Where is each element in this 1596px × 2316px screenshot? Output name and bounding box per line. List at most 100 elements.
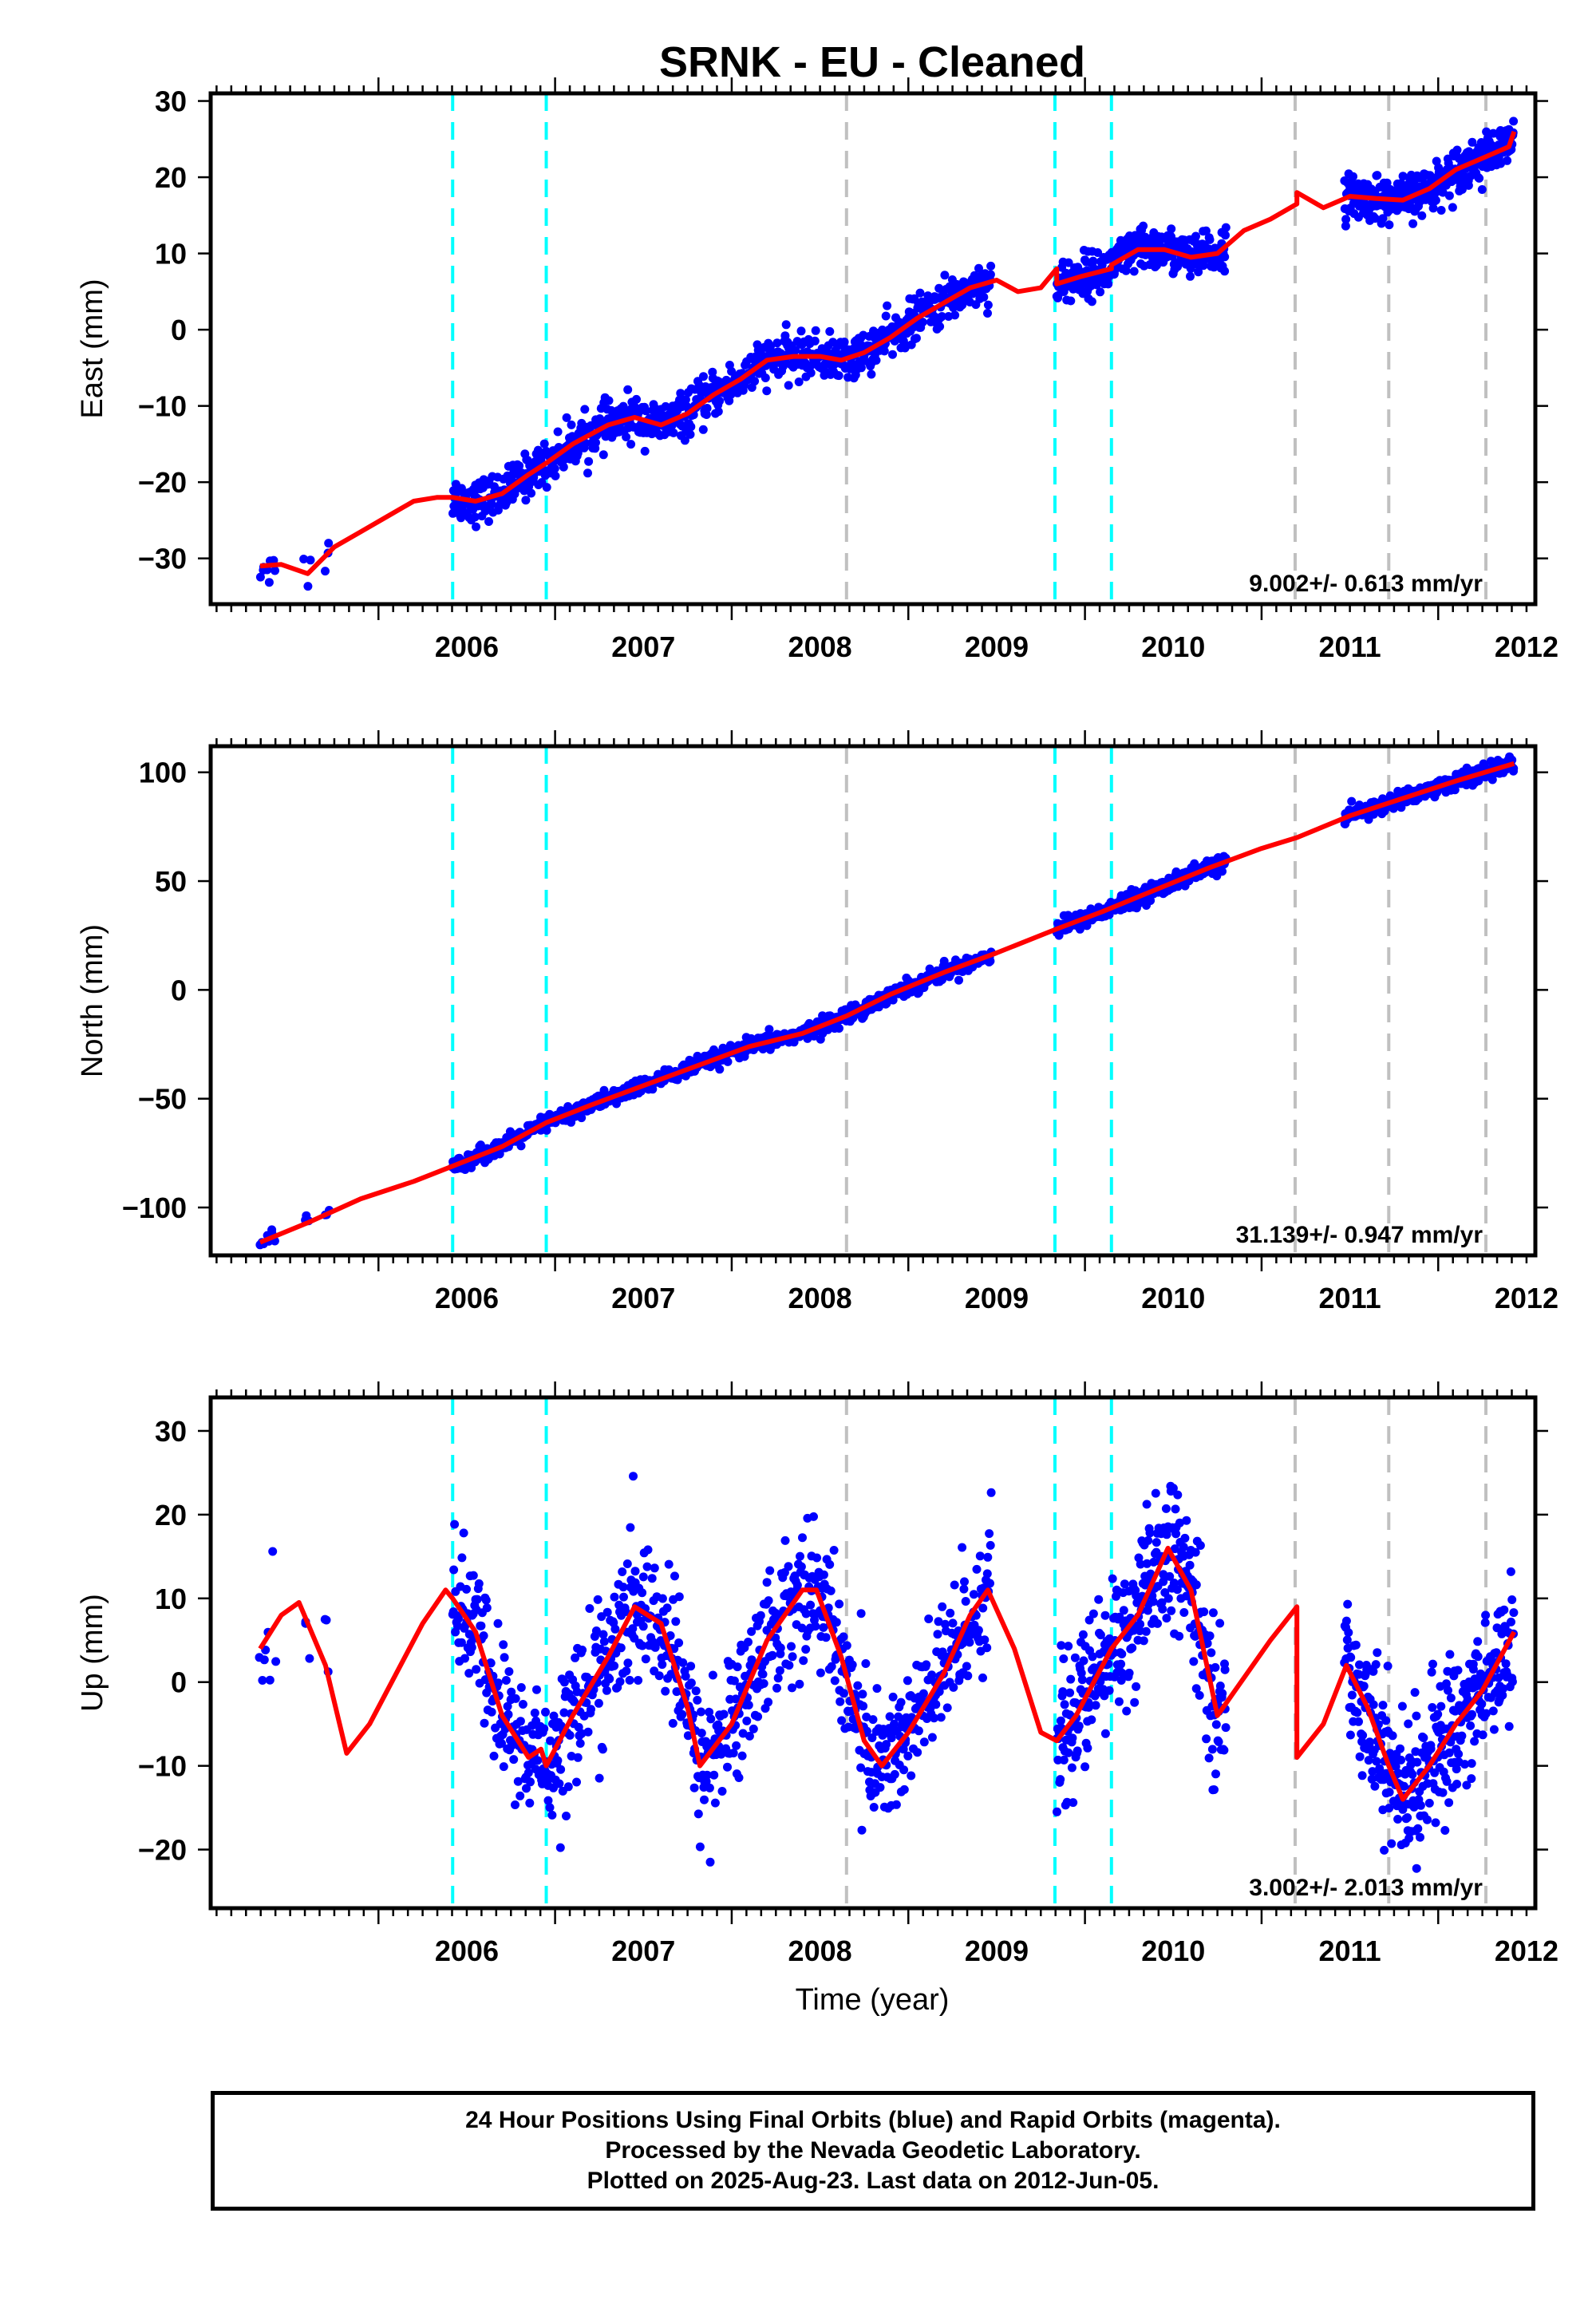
data-point <box>1365 1737 1374 1747</box>
data-point <box>658 1660 667 1670</box>
data-point <box>950 310 960 320</box>
data-point <box>598 450 608 460</box>
data-point <box>950 1580 959 1590</box>
data-point <box>467 1642 476 1652</box>
data-point <box>1130 1697 1140 1707</box>
data-point <box>891 1800 901 1809</box>
data-point <box>980 1635 990 1645</box>
data-point <box>839 338 849 346</box>
data-point <box>1507 755 1517 765</box>
data-point <box>678 1709 687 1719</box>
data-point <box>546 1736 555 1745</box>
data-point <box>1146 1569 1156 1579</box>
data-point <box>578 1646 587 1654</box>
x-tick-label: 2006 <box>435 630 499 663</box>
data-point <box>1341 1616 1351 1626</box>
data-point <box>322 1615 331 1625</box>
data-point <box>918 1689 928 1698</box>
data-point <box>879 346 889 356</box>
data-point <box>591 438 600 448</box>
data-point <box>832 1618 841 1627</box>
data-point <box>1355 1752 1365 1761</box>
x-tick-label: 2006 <box>435 1282 499 1314</box>
data-point <box>773 1674 783 1683</box>
data-point <box>1353 1708 1362 1717</box>
data-point <box>1141 1626 1151 1636</box>
data-point <box>470 512 480 522</box>
data-point <box>575 1739 585 1748</box>
data-point <box>861 1659 871 1668</box>
data-point <box>919 1737 929 1747</box>
data-point <box>570 1697 579 1706</box>
data-point <box>449 1565 459 1575</box>
data-point <box>784 1661 794 1670</box>
data-point <box>497 1739 506 1748</box>
data-point <box>516 1791 525 1800</box>
data-point <box>598 1630 608 1639</box>
data-point <box>1396 1744 1404 1753</box>
data-point <box>794 377 804 386</box>
data-point <box>643 1545 653 1555</box>
data-point <box>941 1619 950 1629</box>
data-point <box>638 1588 647 1598</box>
data-point <box>734 1773 744 1782</box>
data-point <box>963 1671 973 1681</box>
data-point <box>1104 279 1113 289</box>
data-point <box>1431 196 1440 205</box>
data-point <box>1057 1641 1066 1650</box>
data-point <box>640 446 650 456</box>
data-point <box>698 425 708 434</box>
data-point <box>1354 1717 1363 1726</box>
data-point <box>1438 188 1448 197</box>
data-point <box>472 1665 481 1674</box>
data-point <box>795 1679 804 1689</box>
data-point <box>1419 1733 1428 1742</box>
data-point <box>1204 1753 1214 1763</box>
data-point <box>515 461 524 471</box>
data-point <box>1364 1756 1373 1765</box>
data-point <box>1367 1774 1377 1784</box>
data-point <box>875 1783 885 1792</box>
data-point <box>1162 1530 1171 1539</box>
data-point <box>830 1676 839 1686</box>
data-point <box>986 956 995 966</box>
north-plot-area <box>255 746 1519 1255</box>
y-tick-label: 100 <box>139 757 187 789</box>
data-point <box>985 1529 994 1539</box>
data-point <box>1104 1686 1114 1695</box>
y-tick-label: 30 <box>155 85 187 118</box>
data-point <box>1416 1832 1424 1842</box>
data-point <box>867 1733 877 1742</box>
data-point <box>934 1687 944 1697</box>
data-point <box>829 1546 839 1555</box>
data-point <box>732 1741 741 1750</box>
data-point <box>1056 1775 1065 1784</box>
data-point <box>701 410 711 419</box>
data-point <box>521 496 531 505</box>
data-point <box>674 1638 684 1647</box>
data-point <box>986 1579 994 1588</box>
data-point <box>881 311 891 321</box>
data-point <box>948 1618 958 1628</box>
data-point <box>1195 1690 1204 1700</box>
data-point <box>958 1543 967 1552</box>
data-point <box>847 1660 857 1670</box>
data-point <box>542 1125 551 1135</box>
data-point <box>1378 214 1388 223</box>
data-point <box>744 1638 753 1646</box>
data-point <box>811 1622 820 1631</box>
data-point <box>1162 1614 1171 1623</box>
data-point <box>856 363 866 373</box>
data-point <box>1171 1504 1180 1514</box>
data-point <box>1152 1538 1161 1547</box>
data-point <box>970 271 979 280</box>
data-point <box>874 1002 883 1012</box>
data-point <box>686 1678 696 1688</box>
data-point <box>474 1579 484 1588</box>
data-point <box>1139 221 1148 231</box>
data-point <box>1180 1533 1190 1543</box>
data-point <box>1372 1757 1381 1766</box>
data-point <box>556 1765 566 1774</box>
data-point <box>573 1753 583 1762</box>
data-point <box>599 1637 609 1646</box>
